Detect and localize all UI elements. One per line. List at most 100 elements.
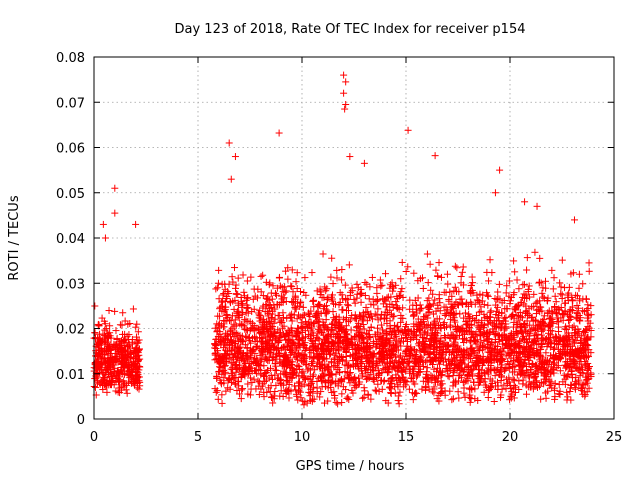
data-point [91,302,99,310]
data-point [119,309,127,317]
data-point [123,357,131,365]
y-tick-label: 0 [77,413,85,428]
x-tick-label: 0 [90,430,98,445]
data-point [491,189,499,197]
data-point [338,306,346,314]
data-point [340,71,348,79]
data-point [115,343,123,351]
data-point [346,153,354,161]
data-point [135,385,143,393]
data-point [313,377,321,385]
data-point [451,283,459,291]
data-point [382,270,390,278]
data-point [94,366,102,374]
data-point [585,267,593,275]
data-point [424,279,432,287]
data-point [459,263,467,271]
data-point [457,279,465,287]
data-point [255,311,263,319]
data-point [563,388,571,396]
x-tick-label: 15 [398,430,415,445]
data-point [107,377,115,385]
data-point [135,362,143,370]
x-tick-label: 10 [294,430,311,445]
data-point [453,264,461,272]
data-point [132,323,140,331]
data-point [124,320,132,328]
data-point [95,341,103,349]
y-tick-label: 0.03 [56,277,85,292]
data-point [426,260,434,268]
y-tick-label: 0.07 [56,96,85,111]
data-point [275,129,283,137]
data-point [105,307,113,315]
data-point [328,254,336,262]
data-point [106,381,114,389]
data-point [100,374,108,382]
data-point [93,365,101,373]
data-point [331,300,339,308]
data-point [394,397,402,405]
data-point [132,333,140,341]
y-tick-label: 0.05 [56,187,85,202]
x-tick-label: 5 [194,430,202,445]
data-point [549,285,557,293]
data-point [98,355,106,363]
data-point [129,366,137,374]
data-point [99,386,107,394]
data-point [335,338,343,346]
data-point [128,340,136,348]
data-point [101,320,109,328]
data-point [338,266,346,274]
data-point [494,288,502,296]
data-point [218,399,226,407]
data-point [122,386,130,394]
data-point [432,266,440,274]
data-point [126,350,134,358]
data-point [288,283,296,291]
data-point [395,400,403,408]
data-point [457,273,465,281]
data-point [269,399,277,407]
data-point [449,395,457,403]
data-point [368,273,376,281]
data-point [252,334,260,342]
data-point [404,126,412,134]
chart-title: Day 123 of 2018, Rate Of TEC Index for r… [175,22,526,37]
data-point [104,363,112,371]
data-point [114,358,122,366]
data-point [445,373,453,381]
data-point [342,101,350,109]
data-point [111,371,119,379]
data-point [376,276,384,284]
data-point [334,400,342,408]
data-point [515,377,523,385]
data-point [94,334,102,342]
data-point [338,276,346,284]
data-point [131,381,139,389]
data-point [423,250,431,258]
data-point [360,159,368,167]
data-point [374,370,382,378]
data-point [340,89,348,97]
data-point [98,314,106,322]
data-point [341,105,349,113]
data-point [341,281,349,289]
data-point [102,341,110,349]
data-point [357,298,365,306]
data-point [100,346,108,354]
data-point [227,175,235,183]
data-point [222,387,230,395]
data-point [584,301,592,309]
data-point [542,277,550,285]
data-point [398,258,406,266]
data-point [351,299,359,307]
data-point [234,274,242,282]
data-point [308,269,316,277]
x-tick-label: 20 [502,430,519,445]
data-point [249,295,257,303]
data-point [550,274,558,282]
data-point [272,367,280,375]
data-point [91,329,99,337]
data-point [108,376,116,384]
